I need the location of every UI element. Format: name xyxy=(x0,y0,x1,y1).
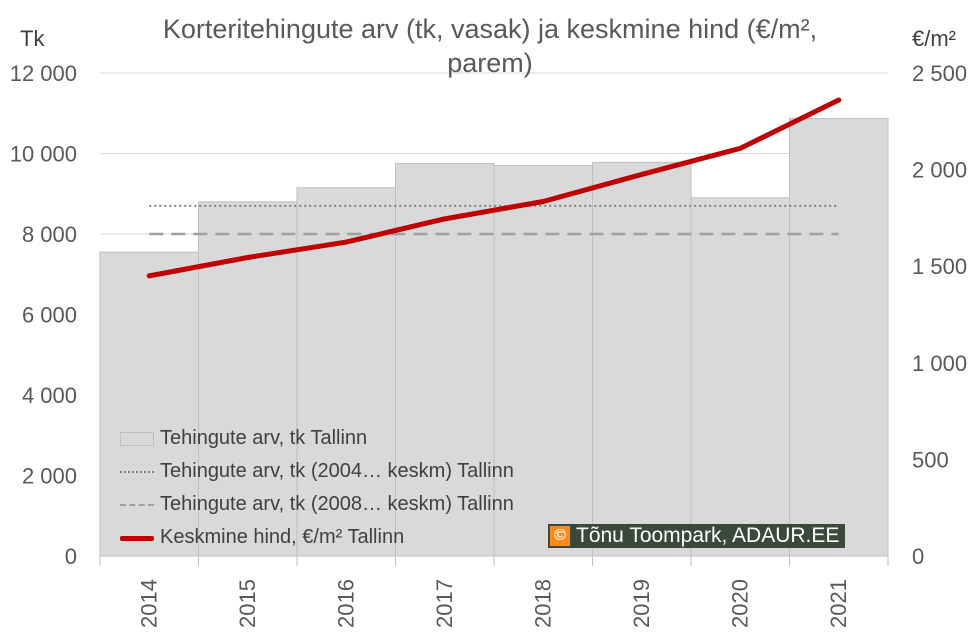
bar-2020 xyxy=(690,197,790,557)
right-tick-label: 1 500 xyxy=(912,254,967,279)
legend-item-avg2004: Tehingute arv, tk (2004… keskm) Tallinn xyxy=(120,455,514,488)
x-tick-label: 2016 xyxy=(333,579,358,628)
chart-title: Korteritehingute arv (tk, vasak) ja kesk… xyxy=(120,12,860,80)
x-tick-label: 2019 xyxy=(629,579,654,628)
legend-label: Tehingute arv, tk Tallinn xyxy=(160,427,368,449)
axes xyxy=(99,555,889,566)
x-tick-label: 2020 xyxy=(727,579,752,628)
legend-bar-swatch xyxy=(120,431,154,446)
bar-2019 xyxy=(592,161,692,557)
left-tick-label: 12 000 xyxy=(10,61,77,86)
legend-dashed-swatch xyxy=(120,498,154,512)
x-tick-label: 2021 xyxy=(826,579,851,628)
chart-title-line2: parem) xyxy=(447,48,533,78)
legend-item-bars: Tehingute arv, tk Tallinn xyxy=(120,422,514,455)
right-axis-ticks: 0 500 1 000 1 500 2 000 2 500 xyxy=(912,61,967,569)
right-tick-label: 2 000 xyxy=(912,158,967,183)
left-tick-label: 6 000 xyxy=(22,303,77,328)
right-tick-label: 2 500 xyxy=(912,61,967,86)
legend-label: Tehingute arv, tk (2004… keskm) Tallinn xyxy=(160,460,514,482)
bar-2018 xyxy=(493,165,593,557)
left-tick-label: 2 000 xyxy=(22,464,77,489)
copyright-icon: © xyxy=(550,526,570,546)
legend-label: Tehingute arv, tk (2008… keskm) Tallinn xyxy=(160,493,514,515)
bar-2021 xyxy=(789,117,889,557)
left-tick-label: 8 000 xyxy=(22,222,77,247)
x-tick-label: 2014 xyxy=(136,579,161,628)
x-tick-label: 2018 xyxy=(530,579,555,628)
left-axis-label: Tk xyxy=(20,26,45,51)
chart-title-line1: Korteritehingute arv (tk, vasak) ja kesk… xyxy=(162,14,818,44)
legend-dotted-swatch xyxy=(120,465,154,479)
left-tick-label: 4 000 xyxy=(22,383,77,408)
price-line xyxy=(146,97,842,279)
legend-item-avg2008: Tehingute arv, tk (2008… keskm) Tallinn xyxy=(120,488,514,521)
bar-2015 xyxy=(198,201,298,557)
price-line-series xyxy=(146,97,842,279)
right-tick-label: 500 xyxy=(912,447,949,472)
right-tick-label: 0 xyxy=(912,544,924,569)
legend: Tehingute arv, tk Tallinn Tehingute arv,… xyxy=(120,422,514,554)
average-lines xyxy=(149,204,839,236)
legend-label: Keskmine hind, €/m² Tallinn xyxy=(160,526,405,548)
left-axis-ticks: 0 2 000 4 000 6 000 8 000 10 000 12 000 xyxy=(10,61,77,569)
left-tick-label: 10 000 xyxy=(10,142,77,167)
watermark-text: Tõnu Toompark, ADAUR.EE xyxy=(576,524,840,547)
x-tick-label: 2017 xyxy=(432,579,457,628)
bar-series xyxy=(99,117,889,557)
left-tick-label: 0 xyxy=(65,544,77,569)
right-axis-label: €/m² xyxy=(912,26,956,51)
x-tick-label: 2015 xyxy=(235,579,260,628)
right-tick-label: 1 000 xyxy=(912,351,967,376)
legend-item-price: Keskmine hind, €/m² Tallinn xyxy=(120,521,514,554)
x-axis-ticks: 2014 2015 2016 2017 2018 2019 2020 2021 xyxy=(136,579,851,628)
legend-line-swatch xyxy=(120,531,154,545)
copyright-watermark: © Tõnu Toompark, ADAUR.EE xyxy=(548,524,846,548)
